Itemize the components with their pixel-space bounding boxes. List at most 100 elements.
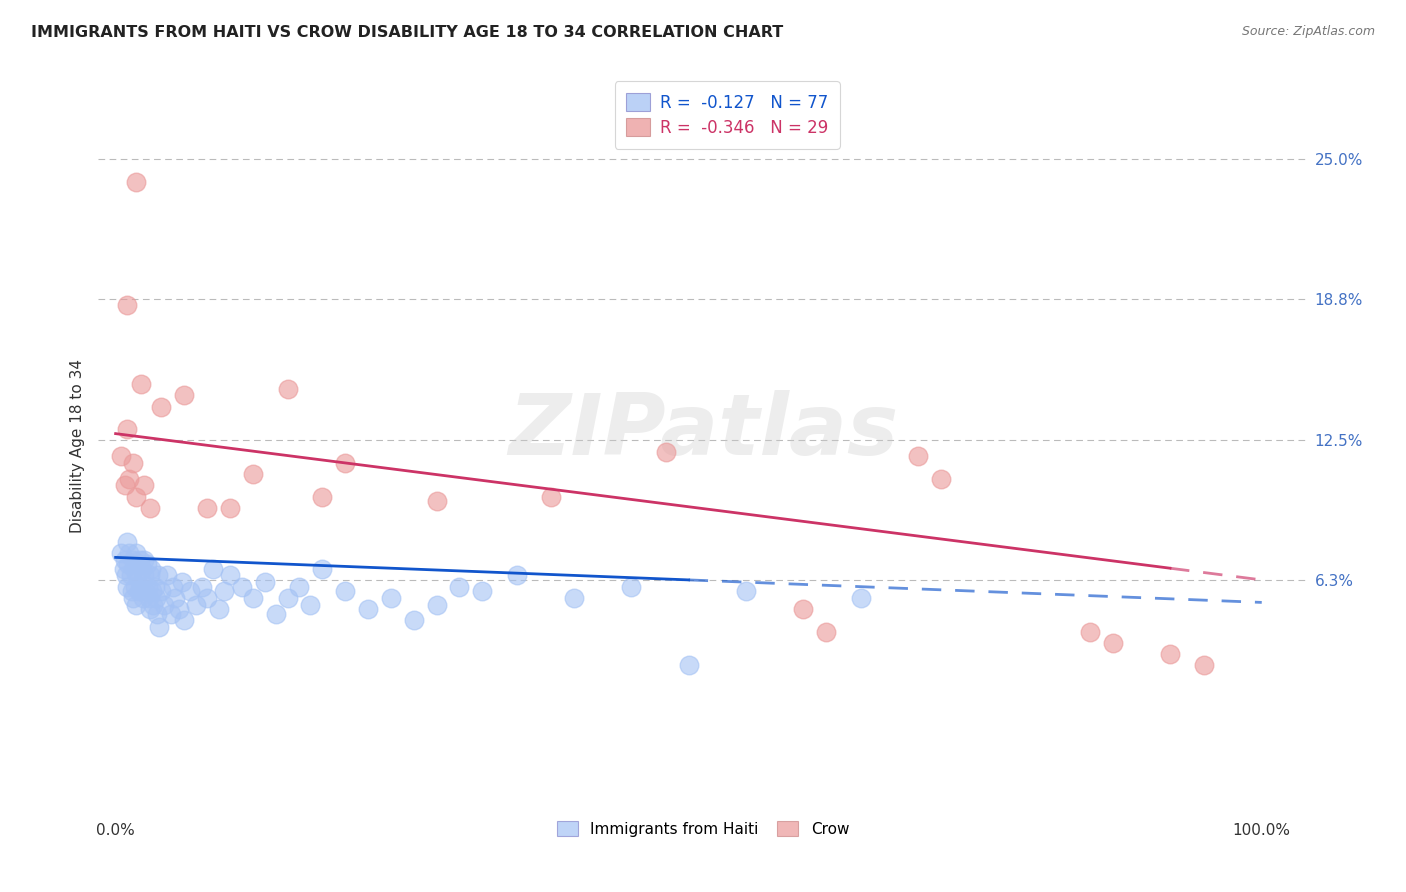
Point <box>134 568 156 582</box>
Point <box>114 552 136 566</box>
Point <box>112 562 135 576</box>
Point <box>195 591 218 605</box>
Point <box>449 580 471 594</box>
Point <box>136 580 159 594</box>
Point <box>139 562 162 576</box>
Point <box>815 624 838 639</box>
Text: IMMIGRANTS FROM HAITI VS CROW DISABILITY AGE 18 TO 34 CORRELATION CHART: IMMIGRANTS FROM HAITI VS CROW DISABILITY… <box>31 25 783 40</box>
Point <box>131 562 153 576</box>
Point <box>115 580 138 594</box>
Point <box>253 575 276 590</box>
Point <box>118 546 141 560</box>
Point <box>134 552 156 566</box>
Point <box>146 568 169 582</box>
Point <box>143 580 166 594</box>
Point <box>139 568 162 582</box>
Point <box>122 562 145 576</box>
Point <box>219 568 242 582</box>
Point <box>165 591 187 605</box>
Point <box>219 500 242 515</box>
Point <box>148 620 170 634</box>
Point <box>288 580 311 594</box>
Point <box>678 658 700 673</box>
Point <box>121 591 143 605</box>
Point <box>277 591 299 605</box>
Point <box>179 584 201 599</box>
Point <box>150 584 173 599</box>
Point <box>540 490 562 504</box>
Point <box>127 568 149 582</box>
Point <box>121 552 143 566</box>
Point <box>118 472 141 486</box>
Point <box>214 584 236 599</box>
Point <box>311 490 333 504</box>
Point <box>202 562 225 576</box>
Point <box>159 607 181 621</box>
Point <box>277 382 299 396</box>
Point <box>115 298 138 312</box>
Point <box>173 614 195 628</box>
Point <box>425 494 447 508</box>
Point <box>124 580 146 594</box>
Point <box>110 546 132 560</box>
Legend: Immigrants from Haiti, Crow: Immigrants from Haiti, Crow <box>550 813 856 845</box>
Y-axis label: Disability Age 18 to 34: Disability Age 18 to 34 <box>69 359 84 533</box>
Point <box>117 557 139 571</box>
Point <box>792 602 814 616</box>
Point <box>907 449 929 463</box>
Text: ZIPatlas: ZIPatlas <box>508 390 898 473</box>
Point <box>120 568 142 582</box>
Point <box>156 568 179 582</box>
Point <box>134 584 156 599</box>
Point <box>195 500 218 515</box>
Point <box>115 534 138 549</box>
Point <box>1194 658 1216 673</box>
Point <box>506 568 529 582</box>
Point <box>620 580 643 594</box>
Point <box>162 580 184 594</box>
Point <box>173 388 195 402</box>
Point <box>145 591 167 605</box>
Point <box>1078 624 1101 639</box>
Point <box>114 478 136 492</box>
Point <box>129 377 152 392</box>
Point <box>242 591 264 605</box>
Point <box>121 584 143 599</box>
Point <box>184 598 207 612</box>
Point <box>115 568 138 582</box>
Point <box>128 584 150 599</box>
Point <box>1159 647 1181 661</box>
Point <box>1101 636 1123 650</box>
Point <box>125 598 148 612</box>
Point <box>849 591 872 605</box>
Point <box>471 584 494 599</box>
Point <box>208 602 231 616</box>
Point <box>110 449 132 463</box>
Point <box>135 557 157 571</box>
Point <box>333 456 356 470</box>
Point <box>142 598 165 612</box>
Point <box>264 607 287 621</box>
Point <box>121 456 143 470</box>
Point <box>146 607 169 621</box>
Point <box>141 584 163 599</box>
Point <box>190 580 212 594</box>
Point <box>167 602 190 616</box>
Point <box>242 467 264 482</box>
Point <box>115 422 138 436</box>
Point <box>231 580 253 594</box>
Point <box>138 591 160 605</box>
Point <box>357 602 380 616</box>
Point <box>402 614 425 628</box>
Point <box>139 500 162 515</box>
Point <box>929 472 952 486</box>
Point <box>125 175 148 189</box>
Point <box>132 591 155 605</box>
Point <box>125 546 148 560</box>
Point <box>129 580 152 594</box>
Point <box>562 591 585 605</box>
Point <box>150 400 173 414</box>
Text: Source: ZipAtlas.com: Source: ZipAtlas.com <box>1241 25 1375 38</box>
Point <box>172 575 194 590</box>
Point <box>128 557 150 571</box>
